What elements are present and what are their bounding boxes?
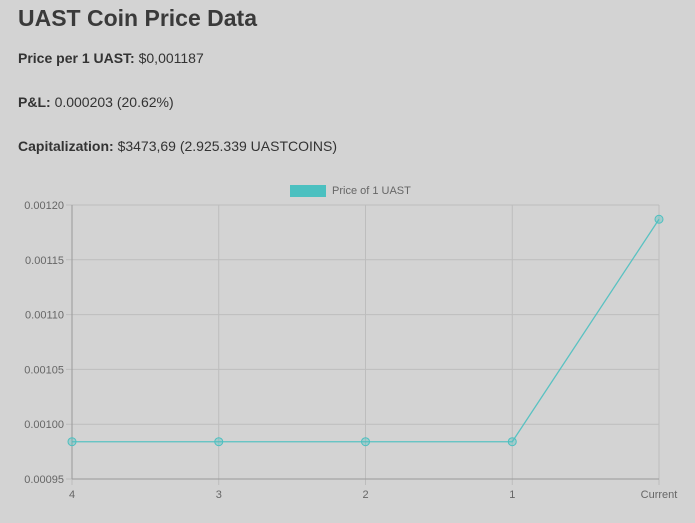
- chart-axes: 0.00120 0.00115 0.00110 0.00105 0.00100 0.000…: [24, 200, 677, 501]
- price-stat: Price per 1 UAST: $0,001187: [18, 49, 204, 67]
- capitalization-stat: Capitalization: $3473,69 (2.925.339 UAST…: [18, 137, 337, 155]
- page-title: UAST Coin Price Data: [18, 5, 257, 31]
- x-tick-label: 3: [216, 489, 222, 501]
- chart-series: [67, 214, 664, 447]
- pnl-stat: P&L: 0.000203 (20.62%): [18, 93, 174, 111]
- x-tick-label: 4: [69, 489, 75, 501]
- y-tick-label: 0.00105: [24, 364, 64, 376]
- y-tick-label: 0.00110: [25, 310, 64, 322]
- y-tick-label: 0.00100: [24, 419, 64, 431]
- capitalization-value: $3473,69 (2.925.339 UASTCOINS): [117, 138, 338, 154]
- data-point[interactable]: [507, 437, 517, 447]
- data-point[interactable]: [214, 437, 224, 447]
- y-tick-label: 0.00115: [25, 255, 64, 267]
- data-point[interactable]: [67, 437, 77, 447]
- data-point[interactable]: [654, 214, 664, 224]
- x-tick-label: 1: [509, 489, 515, 501]
- price-value: $0,001187: [138, 50, 204, 66]
- data-point[interactable]: [361, 437, 370, 447]
- capitalization-label: Capitalization:: [18, 138, 114, 154]
- legend-swatch[interactable]: [290, 185, 326, 197]
- pnl-value: 0.000203 (20.62%): [54, 94, 174, 110]
- legend-label[interactable]: Price of 1 UAST: [332, 185, 411, 197]
- pnl-label: P&L:: [18, 94, 51, 110]
- x-tick-label: 2: [362, 489, 368, 501]
- price-label: Price per 1 UAST:: [18, 50, 135, 66]
- price-chart: 0.00120 0.00115 0.00110 0.00105 0.00100 0.000…: [24, 185, 677, 501]
- x-tick-label: Current: [641, 489, 678, 501]
- chart-legend[interactable]: Price of 1 UAST: [290, 185, 411, 197]
- y-tick-label: 0.00120: [24, 200, 64, 212]
- y-tick-label: 0.00095: [24, 474, 64, 486]
- series-line: [72, 218, 660, 443]
